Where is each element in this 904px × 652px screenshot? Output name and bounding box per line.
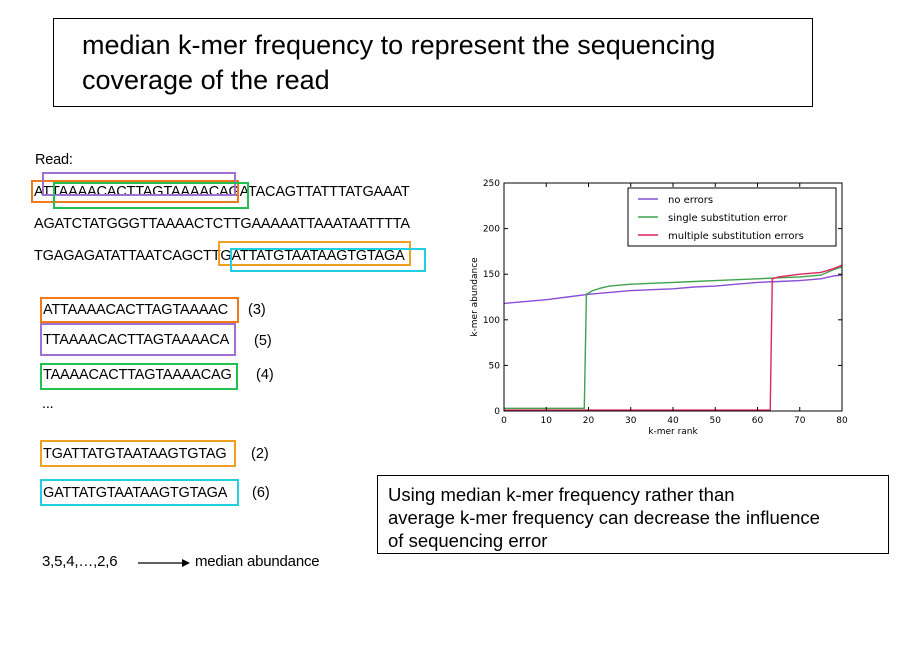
x-tick-label: 10: [541, 416, 553, 426]
kmer-box: [40, 297, 239, 323]
x-tick-label: 20: [583, 416, 595, 426]
read-label: Read:: [35, 152, 73, 168]
legend-label: multiple substitution errors: [668, 231, 804, 242]
series-line-2: [504, 266, 843, 410]
median-expression: 3,5,4,…,2,6: [42, 553, 118, 570]
kmer-count: (4): [256, 367, 274, 383]
legend-label: single substitution error: [668, 213, 788, 224]
y-tick-label: 250: [483, 179, 500, 189]
x-axis-label: k-mer rank: [648, 427, 698, 437]
read-line-2: AGATCTATGGGTTAAAACTCTTGAAAAATTAAATAATTTT…: [34, 216, 410, 232]
kmer-count: (3): [248, 302, 266, 318]
kmer-count: (6): [252, 485, 270, 501]
y-tick-label: 50: [489, 361, 501, 371]
x-tick-label: 30: [625, 416, 637, 426]
arrow-right-icon: [138, 559, 190, 567]
y-tick-label: 200: [483, 225, 500, 235]
note-line-1: Using median k-mer frequency rather than: [388, 484, 735, 505]
kmer-seq: TGATTATGTAATAAGTGTAG: [43, 446, 227, 462]
note-box: Using median k-mer frequency rather than…: [377, 475, 889, 554]
x-tick-label: 40: [667, 416, 679, 426]
kmer-count: (5): [254, 333, 272, 349]
legend-label: no errors: [668, 195, 713, 206]
read-kmer-box-2: [42, 172, 236, 196]
read-kmer-box-1: [31, 180, 239, 203]
read-line-1: ATTAAAACACTTAGTAAAACAGATACAGTTATTTATGAAA…: [34, 184, 410, 200]
median-label: median abundance: [195, 553, 320, 570]
kmer-seq: TTAAAACACTTAGTAAAACA: [43, 332, 230, 348]
ellipsis: ...: [42, 396, 54, 412]
y-axis-label: k-mer abundance: [470, 257, 480, 337]
x-tick-label: 50: [710, 416, 722, 426]
y-tick-label: 100: [483, 316, 500, 326]
kmer-box: [40, 479, 239, 506]
abundance-chart: 0 10 20 30 40 50 60 70 80 0 50 100 150 200 250 no erro…: [470, 179, 848, 437]
read-kmer-box-4: [218, 241, 411, 266]
note-line-3: of sequencing error: [388, 530, 548, 551]
read-kmer-box-5: [230, 248, 426, 272]
x-tick-label: 70: [794, 416, 806, 426]
title-line-1: median k-mer frequency to represent the …: [82, 30, 716, 60]
note-line-2: average k-mer frequency can decrease the…: [388, 507, 820, 528]
kmer-seq: ATTAAAACACTTAGTAAAAC: [43, 302, 229, 318]
title-box: median k-mer frequency to represent the …: [53, 18, 813, 107]
kmer-seq: GATTATGTAATAAGTGTAGA: [43, 485, 228, 501]
kmer-count: (2): [251, 446, 269, 462]
series-line-1: [503, 274, 843, 305]
y-tick-label: 150: [483, 270, 500, 280]
x-tick-label: 60: [752, 416, 764, 426]
read-kmer-box-3: [53, 182, 249, 209]
legend-box: [627, 187, 837, 247]
y-tick-label: 0: [494, 407, 500, 417]
x-tick-label: 0: [501, 416, 507, 426]
title-line-2: coverage of the read: [82, 65, 330, 95]
kmer-seq: TAAAACACTTAGTAAAACAG: [43, 367, 232, 383]
kmer-box: [40, 323, 236, 356]
kmer-box: [40, 440, 236, 467]
series-line-3: [504, 264, 843, 411]
kmer-box: [40, 363, 238, 390]
x-tick-label: 80: [836, 416, 848, 426]
